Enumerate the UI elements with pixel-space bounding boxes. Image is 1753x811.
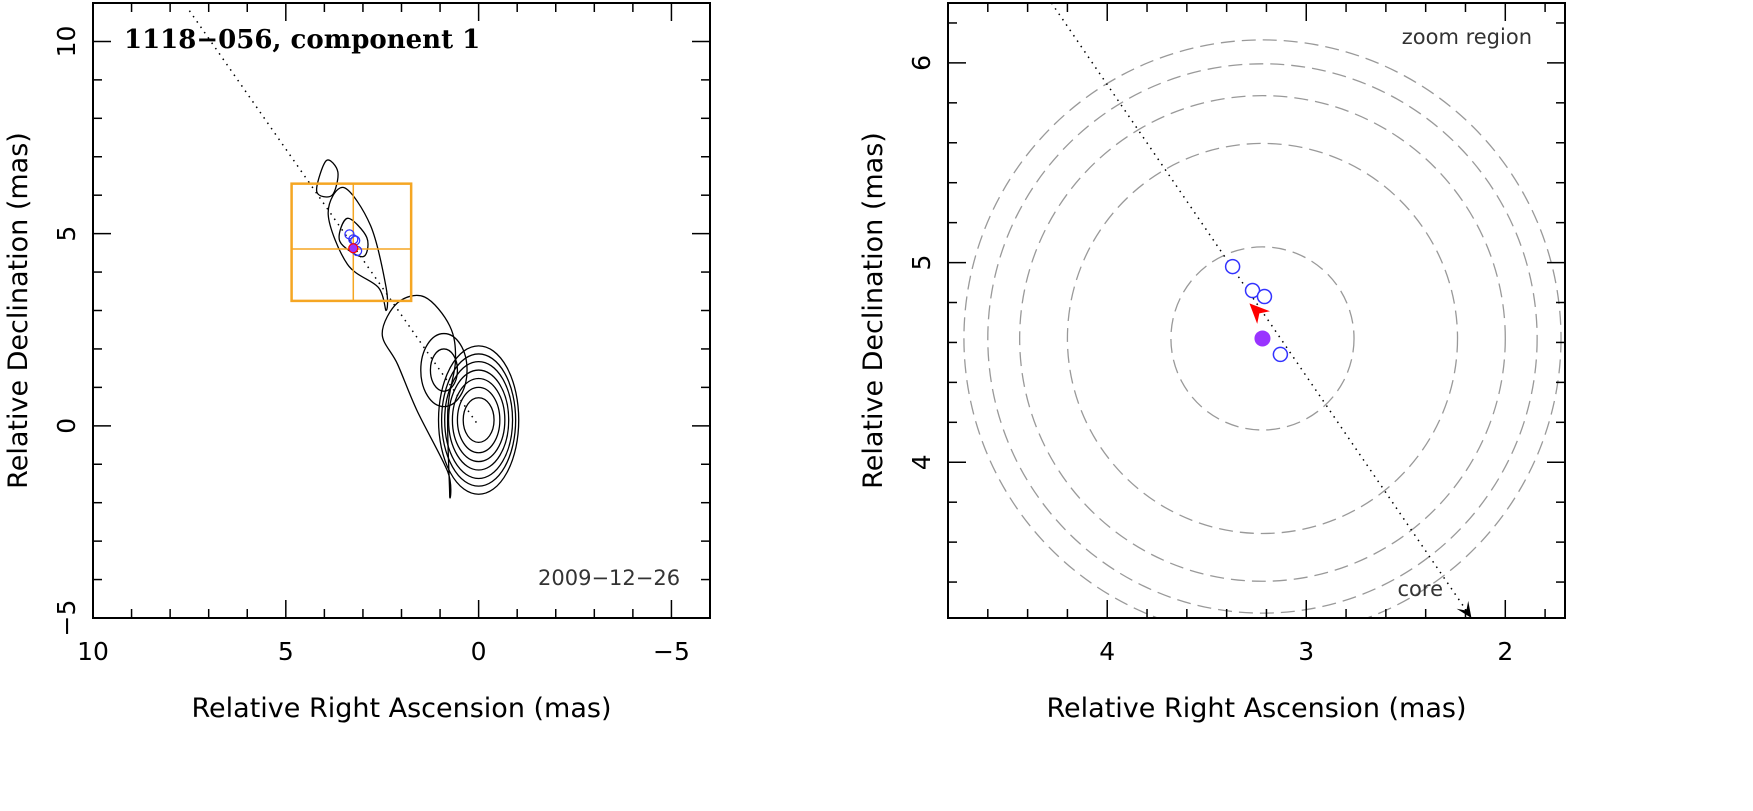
- trajectory-line: [1050, 2, 1473, 619]
- uncertainty-circle: [1170, 246, 1355, 431]
- core-contour: [456, 386, 501, 454]
- right-x-axis-title: Relative Right Ascension (mas): [1046, 693, 1466, 724]
- core-label: core: [1398, 577, 1444, 601]
- left-axis-ticks: 10 5 0 −5 −5 0 5 10: [52, 2, 711, 666]
- core-direction-arrowhead: [1456, 600, 1472, 618]
- contour-map: [316, 159, 520, 499]
- uncertainty-circle: [987, 63, 1538, 614]
- left-plot-frame: [92, 2, 711, 619]
- right-plot-frame: [947, 2, 1566, 619]
- uncertainty-circle: [1019, 94, 1506, 582]
- left-x-axis-title: Relative Right Ascension (mas): [191, 693, 611, 724]
- right-x-tick-label: 2: [1497, 637, 1513, 666]
- core-contour: [437, 345, 520, 495]
- mean-position-point: [1254, 330, 1271, 347]
- component-position-point: [1272, 346, 1289, 363]
- left-x-tick-label: 5: [278, 637, 294, 666]
- right-y-tick-label: 6: [907, 55, 936, 71]
- inner-jet-contour: [338, 217, 369, 258]
- core-contour: [447, 369, 510, 471]
- core-contour: [451, 377, 506, 463]
- component-position-point: [1224, 258, 1241, 275]
- left-plot-marks: [188, 10, 480, 427]
- component-position-point: [1244, 282, 1261, 299]
- right-axis-ticks: 4 3 2 4 5 6: [907, 3, 1565, 666]
- zoom-box: [290, 182, 413, 303]
- jet-contour: [327, 186, 389, 312]
- uncertainty-circles: [963, 39, 1562, 618]
- left-x-tick-label: 10: [77, 637, 109, 666]
- core-contour: [462, 397, 495, 443]
- motion-arrow: [1249, 303, 1270, 324]
- right-x-tick-label: 3: [1298, 637, 1314, 666]
- left-x-tick-label: −5: [653, 637, 690, 666]
- mean-position-point: [348, 243, 359, 254]
- left-y-tick-label: 0: [52, 418, 81, 434]
- right-y-tick-label: 5: [907, 255, 936, 271]
- left-y-axis-title: Relative Declination (mas): [3, 132, 34, 489]
- outer-envelope-contour: [381, 294, 457, 499]
- core-contour: [440, 353, 517, 487]
- epoch-date-label: 2009−12−26: [538, 566, 680, 590]
- component-position-point: [1256, 288, 1273, 305]
- secondary-contour: [429, 348, 459, 392]
- right-y-axis-title: Relative Declination (mas): [858, 132, 889, 489]
- left-plot: 10 5 0 −5 −5 0 5 10 1118−056, component 1 2009−…: [3, 2, 711, 724]
- uncertainty-circle: [963, 39, 1562, 618]
- left-x-tick-label: 0: [471, 637, 487, 666]
- plot-title: 1118−056, component 1: [124, 25, 480, 55]
- core-contour: [444, 360, 514, 480]
- secondary-contour: [420, 332, 468, 408]
- right-x-tick-label: 4: [1099, 637, 1115, 666]
- left-y-tick-label: 10: [52, 26, 81, 58]
- uncertainty-circle: [1066, 142, 1459, 535]
- zoom-region-label: zoom region: [1402, 25, 1532, 49]
- left-y-tick-label: −5: [52, 600, 81, 637]
- right-plot: 4 3 2 4 5 6 zoom region core Relative Right A…: [858, 2, 1566, 724]
- right-plot-marks: [963, 2, 1562, 619]
- trajectory-line: [188, 10, 480, 427]
- right-y-tick-label: 4: [907, 454, 936, 470]
- upper-blob-contour: [316, 159, 339, 198]
- left-y-tick-label: 5: [52, 226, 81, 242]
